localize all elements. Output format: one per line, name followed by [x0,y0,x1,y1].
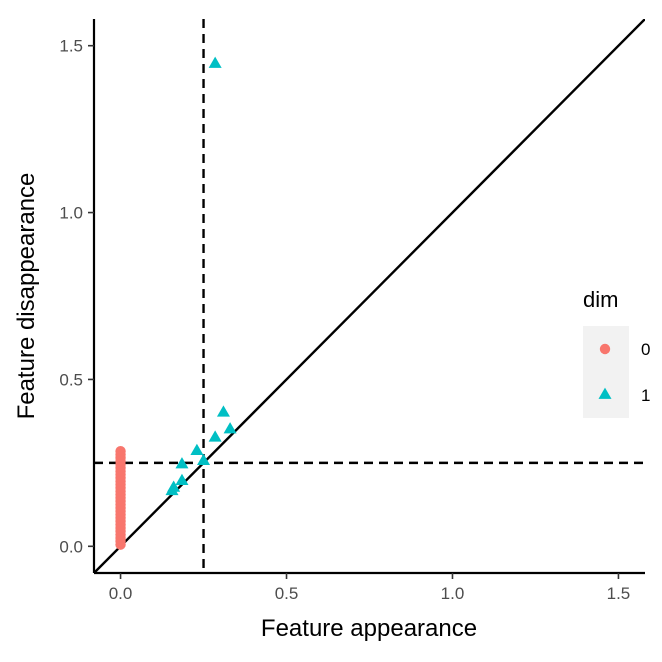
legend-title: dim [583,287,618,312]
data-point-dim-1 [208,56,222,68]
legend-label: 1 [641,386,650,405]
data-point-dim-1 [197,453,211,466]
x-tick-label: 0.0 [109,584,133,603]
y-axis-title: Feature disappearance [13,173,40,420]
panel-content [94,19,645,573]
series-dim-1 [165,56,237,496]
x-axis-title: Feature appearance [261,615,477,642]
y-tick-label: 1.5 [59,37,83,56]
plot-panel [94,19,645,573]
legend-key-background [583,326,629,418]
y-tick-label: 0.0 [59,537,83,556]
legend: dim 0 1 [583,287,650,418]
data-point-dim-1 [175,473,189,486]
x-tick-label: 0.5 [275,584,299,603]
data-point-dim-1 [216,405,230,417]
data-point-dim-1 [175,457,189,469]
data-point-dim-1 [190,443,204,456]
data-point-dim-0 [115,445,126,457]
data-point-dim-1 [208,430,222,442]
series-dim-0 [115,445,126,550]
y-tick-label: 0.5 [59,370,83,389]
legend-key-circle [599,343,611,355]
legend-key-triangle [598,387,612,399]
x-tick-label: 1.5 [607,584,631,603]
axes: 0.0 0.5 1.0 1.5 0.0 0.5 1.0 1.5 [59,19,645,603]
legend-label: 0 [641,340,650,359]
x-tick-label: 1.0 [441,584,465,603]
data-point-dim-1 [223,422,237,434]
y-tick-label: 1.0 [59,204,83,223]
data-point-dim-1 [165,483,179,496]
